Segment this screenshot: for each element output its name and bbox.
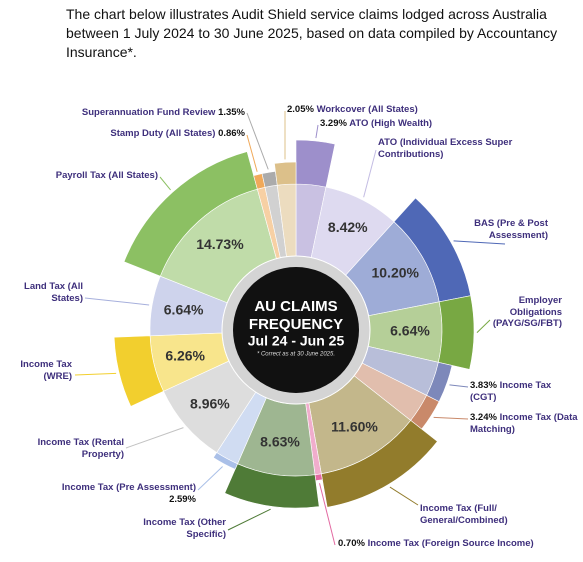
segment-label: ATO (Individual Excess Super Contributio… bbox=[378, 137, 528, 160]
value-label: 8.63% bbox=[260, 434, 300, 450]
category-label: Income Tax (CGT) bbox=[470, 380, 552, 403]
wedge-outer bbox=[320, 419, 438, 508]
category-label: Land Tax (All States) bbox=[24, 281, 83, 304]
leader-line bbox=[449, 384, 469, 388]
leader-line bbox=[159, 176, 171, 191]
leader-line bbox=[433, 416, 469, 420]
value-label: 6.64% bbox=[164, 302, 204, 318]
wedge-outer bbox=[261, 170, 278, 188]
leader-line bbox=[363, 149, 377, 198]
value-label: 3.83% bbox=[470, 380, 497, 391]
center-title: FREQUENCY bbox=[249, 316, 343, 333]
category-label: Income Tax (WRE) bbox=[20, 359, 72, 382]
center-note: * Correct as at 30 June 2025. bbox=[257, 352, 335, 358]
segment-label: Income Tax (Rental Property) bbox=[14, 437, 124, 460]
center-disc bbox=[233, 267, 359, 393]
segment-label: 3.29% ATO (High Wealth) bbox=[320, 118, 480, 130]
category-label: Payroll Tax (All States) bbox=[55, 170, 158, 181]
wedge-outer bbox=[295, 139, 336, 188]
leader-line bbox=[74, 372, 117, 376]
leader-line bbox=[197, 466, 223, 491]
category-label: ATO (Individual Excess Super Contributio… bbox=[378, 137, 513, 160]
segment-label: BAS (Pre & Post Assessment) bbox=[438, 218, 548, 241]
value-label: 1.35% bbox=[218, 107, 245, 118]
leader-line bbox=[125, 427, 184, 449]
leader-line bbox=[246, 112, 269, 170]
leader-line bbox=[389, 486, 419, 506]
category-label: Income Tax (Rental Property) bbox=[37, 437, 124, 460]
wedge-outer bbox=[274, 161, 297, 186]
value-label: 3.24% bbox=[470, 412, 497, 423]
value-label: 2.05% bbox=[287, 104, 314, 115]
leader-line bbox=[246, 134, 258, 172]
category-label: Income Tax (Data Matching) bbox=[470, 412, 578, 435]
segment-label: 0.70% Income Tax (Foreign Source Income) bbox=[338, 538, 578, 550]
value-label: 0.70% bbox=[338, 538, 365, 549]
value-label: 11.60% bbox=[331, 419, 378, 435]
value-label: 10.20% bbox=[371, 265, 419, 281]
segment-label: 3.24% Income Tax (Data Matching) bbox=[470, 412, 580, 435]
category-label: BAS (Pre & Post Assessment) bbox=[474, 218, 548, 241]
value-label: 14.73% bbox=[196, 236, 244, 252]
wedge-outer bbox=[123, 151, 258, 277]
center-title: AU CLAIMS bbox=[254, 298, 337, 315]
segment-label: Employer Obligations (PAYG/SG/FBT) bbox=[472, 295, 562, 330]
segment-label: Income Tax (Full/ General/Combined) bbox=[420, 503, 550, 526]
leader-line bbox=[476, 319, 491, 334]
segment-label: Stamp Duty (All States) 0.86% bbox=[75, 128, 245, 140]
value-label: 6.64% bbox=[390, 322, 430, 338]
value-label: 0.86% bbox=[218, 128, 245, 139]
segment-label: Income Tax (Pre Assessment) 2.59% bbox=[56, 482, 196, 505]
leader-line bbox=[84, 297, 150, 306]
wedge-outer bbox=[438, 295, 475, 370]
value-label: 6.26% bbox=[165, 347, 205, 363]
value-label: 8.42% bbox=[328, 219, 368, 235]
wedge-outer bbox=[314, 473, 323, 482]
wedge-outer bbox=[224, 463, 320, 509]
center-title: Jul 24 - Jun 25 bbox=[248, 333, 345, 349]
category-label: ATO (High Wealth) bbox=[349, 118, 433, 129]
category-label: Income Tax (Foreign Source Income) bbox=[367, 538, 534, 549]
leader-line bbox=[315, 124, 319, 139]
segment-label: 2.05% Workcover (All States) bbox=[287, 104, 447, 116]
segment-label: Superannuation Fund Review 1.35% bbox=[45, 107, 245, 119]
segment-label: 3.83% Income Tax (CGT) bbox=[470, 380, 570, 403]
segment-label: Payroll Tax (All States) bbox=[28, 170, 158, 182]
category-label: Employer Obligations (PAYG/SG/FBT) bbox=[492, 295, 562, 329]
category-label: Workcover (All States) bbox=[316, 104, 418, 115]
leader-line bbox=[453, 240, 506, 245]
leader-line bbox=[227, 508, 271, 531]
value-label: 2.59% bbox=[169, 493, 196, 505]
category-label: Superannuation Fund Review bbox=[81, 107, 216, 118]
segment-label: Income Tax (WRE) bbox=[2, 359, 72, 382]
wedge-outer bbox=[113, 335, 164, 407]
category-label: Stamp Duty (All States) bbox=[110, 128, 216, 139]
value-label: 8.96% bbox=[190, 395, 230, 411]
category-label: Income Tax (Full/ General/Combined) bbox=[420, 503, 508, 526]
category-label: Income Tax (Other Specific) bbox=[143, 517, 226, 540]
segment-label: Land Tax (All States) bbox=[13, 281, 83, 304]
segment-label: Income Tax (Other Specific) bbox=[126, 517, 226, 540]
value-label: 3.29% bbox=[320, 118, 347, 129]
description: The chart below illustrates Audit Shield… bbox=[66, 6, 558, 60]
category-label: Income Tax (Pre Assessment) bbox=[61, 482, 196, 493]
leader-line bbox=[319, 483, 336, 546]
